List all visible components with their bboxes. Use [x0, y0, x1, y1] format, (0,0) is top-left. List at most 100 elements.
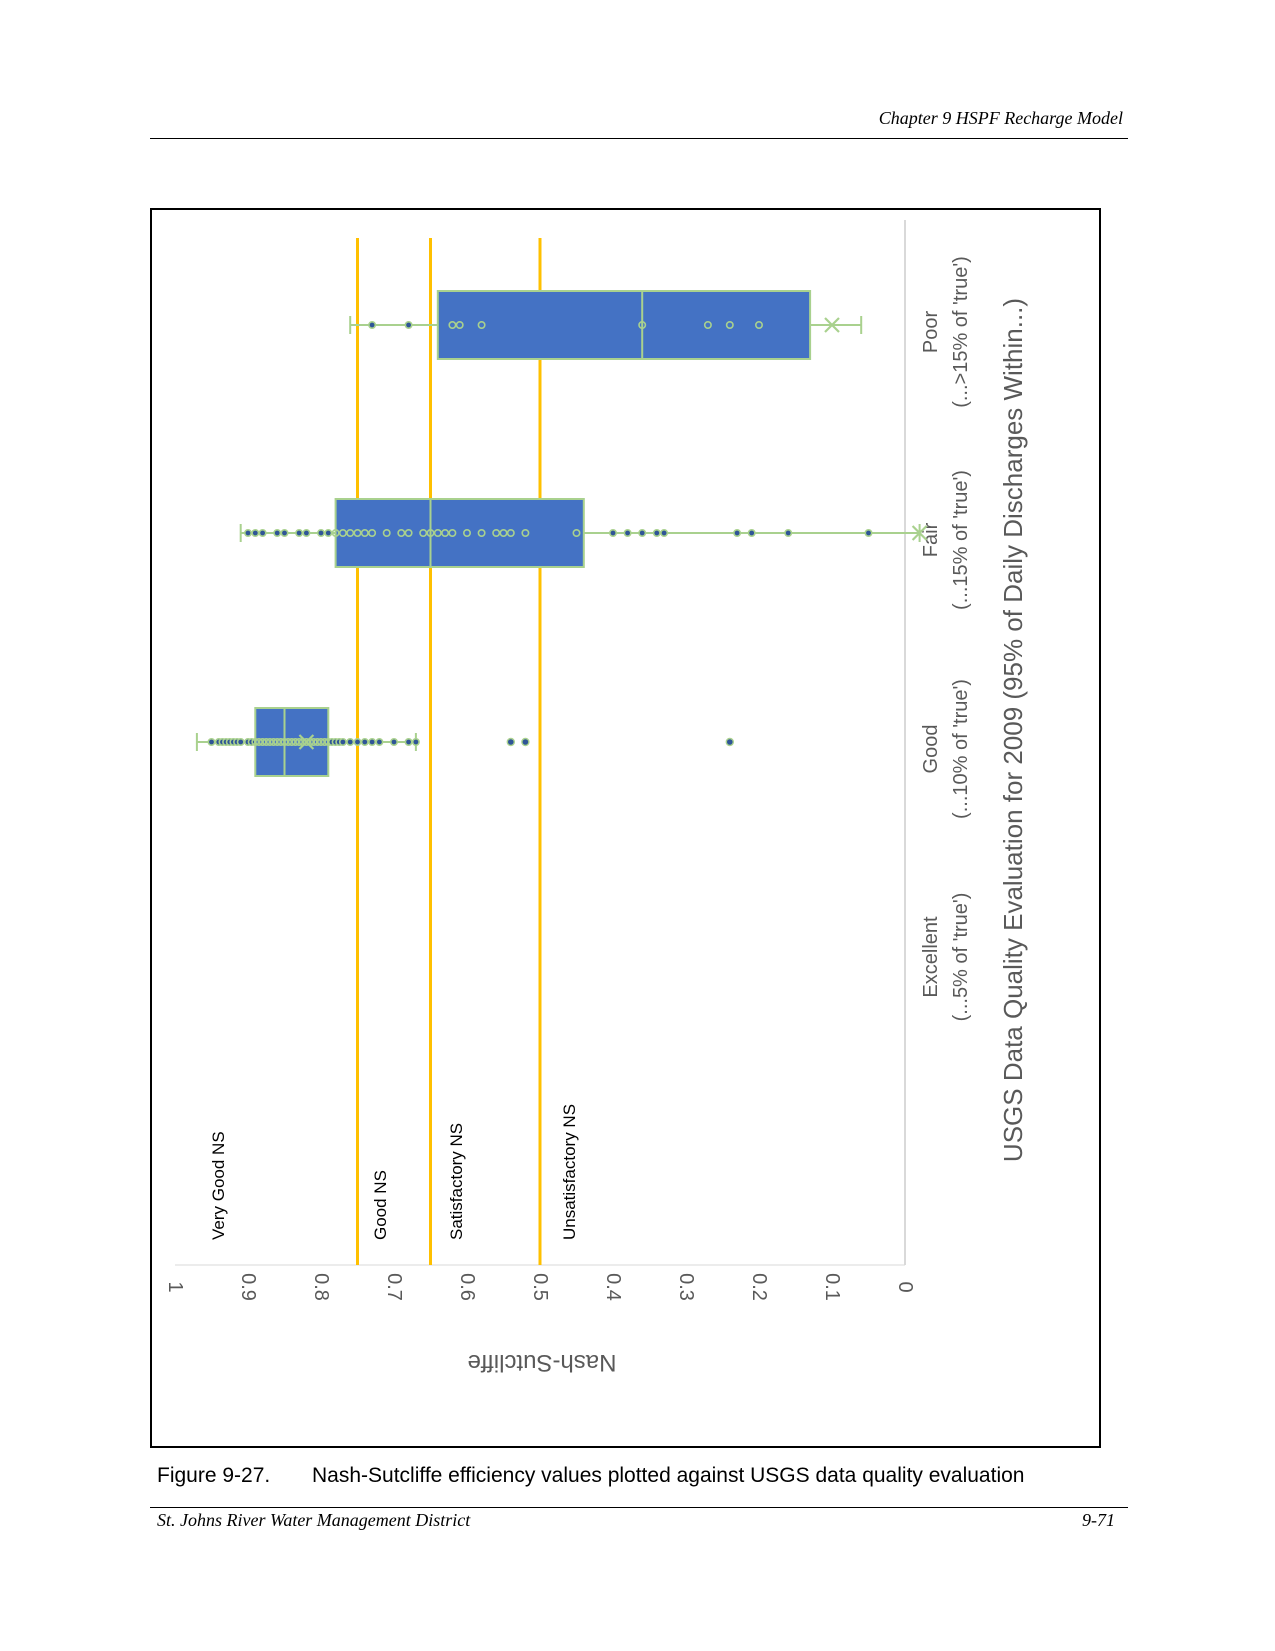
data-point: [448, 321, 457, 330]
data-point: [353, 737, 362, 746]
data-point: [638, 321, 647, 330]
threshold-label: Satisfactory NS: [447, 1123, 466, 1240]
data-point: [265, 737, 274, 746]
mean-marker: [824, 317, 840, 333]
data-point: [638, 528, 647, 537]
data-point: [506, 528, 515, 537]
data-point: [492, 528, 501, 537]
data-point: [360, 737, 369, 746]
data-point: [754, 321, 763, 330]
data-point: [477, 321, 486, 330]
data-point: [368, 321, 377, 330]
data-point: [280, 737, 289, 746]
data-point: [236, 737, 245, 746]
chapter-header: Chapter 9 HSPF Recharge Model: [878, 108, 1123, 128]
data-point: [404, 737, 413, 746]
data-point: [703, 321, 712, 330]
data-point: [455, 321, 464, 330]
category-label: Excellent: [920, 916, 942, 998]
category-label: Poor: [920, 311, 942, 354]
data-point: [280, 528, 289, 537]
footer-rule: [150, 1507, 1128, 1508]
data-point: [404, 321, 413, 330]
data-point: [273, 737, 282, 746]
data-point: [244, 528, 253, 537]
x-axis-title: USGS Data Quality Evaluation for 2009 (9…: [998, 298, 1028, 1162]
data-point: [262, 737, 271, 746]
y-axis-title: Nash-Sutcliffe: [468, 1349, 617, 1376]
data-point: [338, 528, 347, 537]
data-point: [368, 528, 377, 537]
data-point: [397, 528, 406, 537]
outlier-point: [521, 737, 530, 747]
data-point: [733, 528, 742, 537]
data-point: [295, 528, 304, 537]
data-point: [462, 528, 471, 537]
figure-frame: 0 0.1 0.2 0.3 0.4 0.5 0.6 0.7 0.8 0.9 1 Nash-Sutcli…: [150, 208, 1101, 1448]
data-point: [295, 737, 304, 746]
data-point: [433, 528, 442, 537]
threshold-label: Unsatisfactory NS: [560, 1104, 579, 1240]
data-point: [368, 737, 377, 746]
data-point: [499, 528, 508, 537]
y-tick-label: 0.4: [602, 1273, 624, 1301]
data-point: [346, 528, 355, 537]
data-point: [360, 528, 369, 537]
data-point: [317, 528, 326, 537]
data-point: [404, 528, 413, 537]
data-point: [448, 528, 457, 537]
y-tick-label: 0.5: [529, 1273, 551, 1301]
data-point: [309, 737, 318, 746]
data-point: [390, 737, 399, 746]
footer-organization: St. Johns River Water Management Distric…: [157, 1510, 471, 1530]
data-point: [346, 737, 355, 746]
y-tick-label: 0.2: [748, 1273, 770, 1301]
y-tick-label: 0.9: [237, 1273, 259, 1301]
data-point: [426, 528, 435, 537]
data-point: [254, 737, 263, 746]
data-point: [652, 528, 661, 537]
box-plot-chart: 0 0.1 0.2 0.3 0.4 0.5 0.6 0.7 0.8 0.9 1 Nash-Sutcli…: [164, 220, 1028, 1376]
data-point: [302, 737, 311, 746]
figure-caption-text: Nash-Sutcliffe efficiency values plotted…: [312, 1464, 1025, 1487]
data-point: [441, 528, 450, 537]
data-point: [273, 528, 282, 537]
data-point: [287, 737, 296, 746]
data-point: [660, 528, 669, 537]
data-point: [338, 737, 347, 746]
data-point: [291, 737, 300, 746]
data-point: [251, 737, 260, 746]
figure-number: Figure 9-27.: [157, 1464, 271, 1487]
data-point: [313, 737, 322, 746]
y-tick-label: 1: [164, 1281, 186, 1292]
category-sublabel: (...10% of 'true'): [950, 679, 972, 819]
category-label: Good: [920, 725, 942, 774]
data-point: [375, 737, 384, 746]
category-sublabel: (...15% of 'true'): [950, 470, 972, 610]
header-rule: [150, 138, 1128, 139]
data-point: [324, 528, 333, 537]
data-point: [608, 528, 617, 537]
data-point: [572, 528, 581, 537]
data-point: [284, 737, 293, 746]
data-point: [382, 528, 391, 537]
data-point: [320, 737, 329, 746]
iqr-box: [334, 498, 585, 568]
data-point: [411, 737, 420, 746]
data-point: [302, 528, 311, 537]
category-label: Fair: [920, 522, 942, 557]
iqr-box: [436, 290, 812, 360]
data-point: [258, 528, 267, 537]
data-point: [353, 528, 362, 537]
data-point: [784, 528, 793, 537]
footer-page-number: 9-71: [1082, 1510, 1115, 1530]
mean-marker: [298, 734, 315, 750]
threshold-label: Very Good NS: [209, 1131, 228, 1240]
data-point: [276, 737, 285, 746]
data-point: [521, 528, 530, 537]
data-point: [317, 737, 326, 746]
threshold-label: Good NS: [371, 1170, 390, 1240]
category-sublabel: (...5% of 'true'): [950, 893, 972, 1022]
outlier-point: [725, 737, 734, 747]
data-point: [477, 528, 486, 537]
